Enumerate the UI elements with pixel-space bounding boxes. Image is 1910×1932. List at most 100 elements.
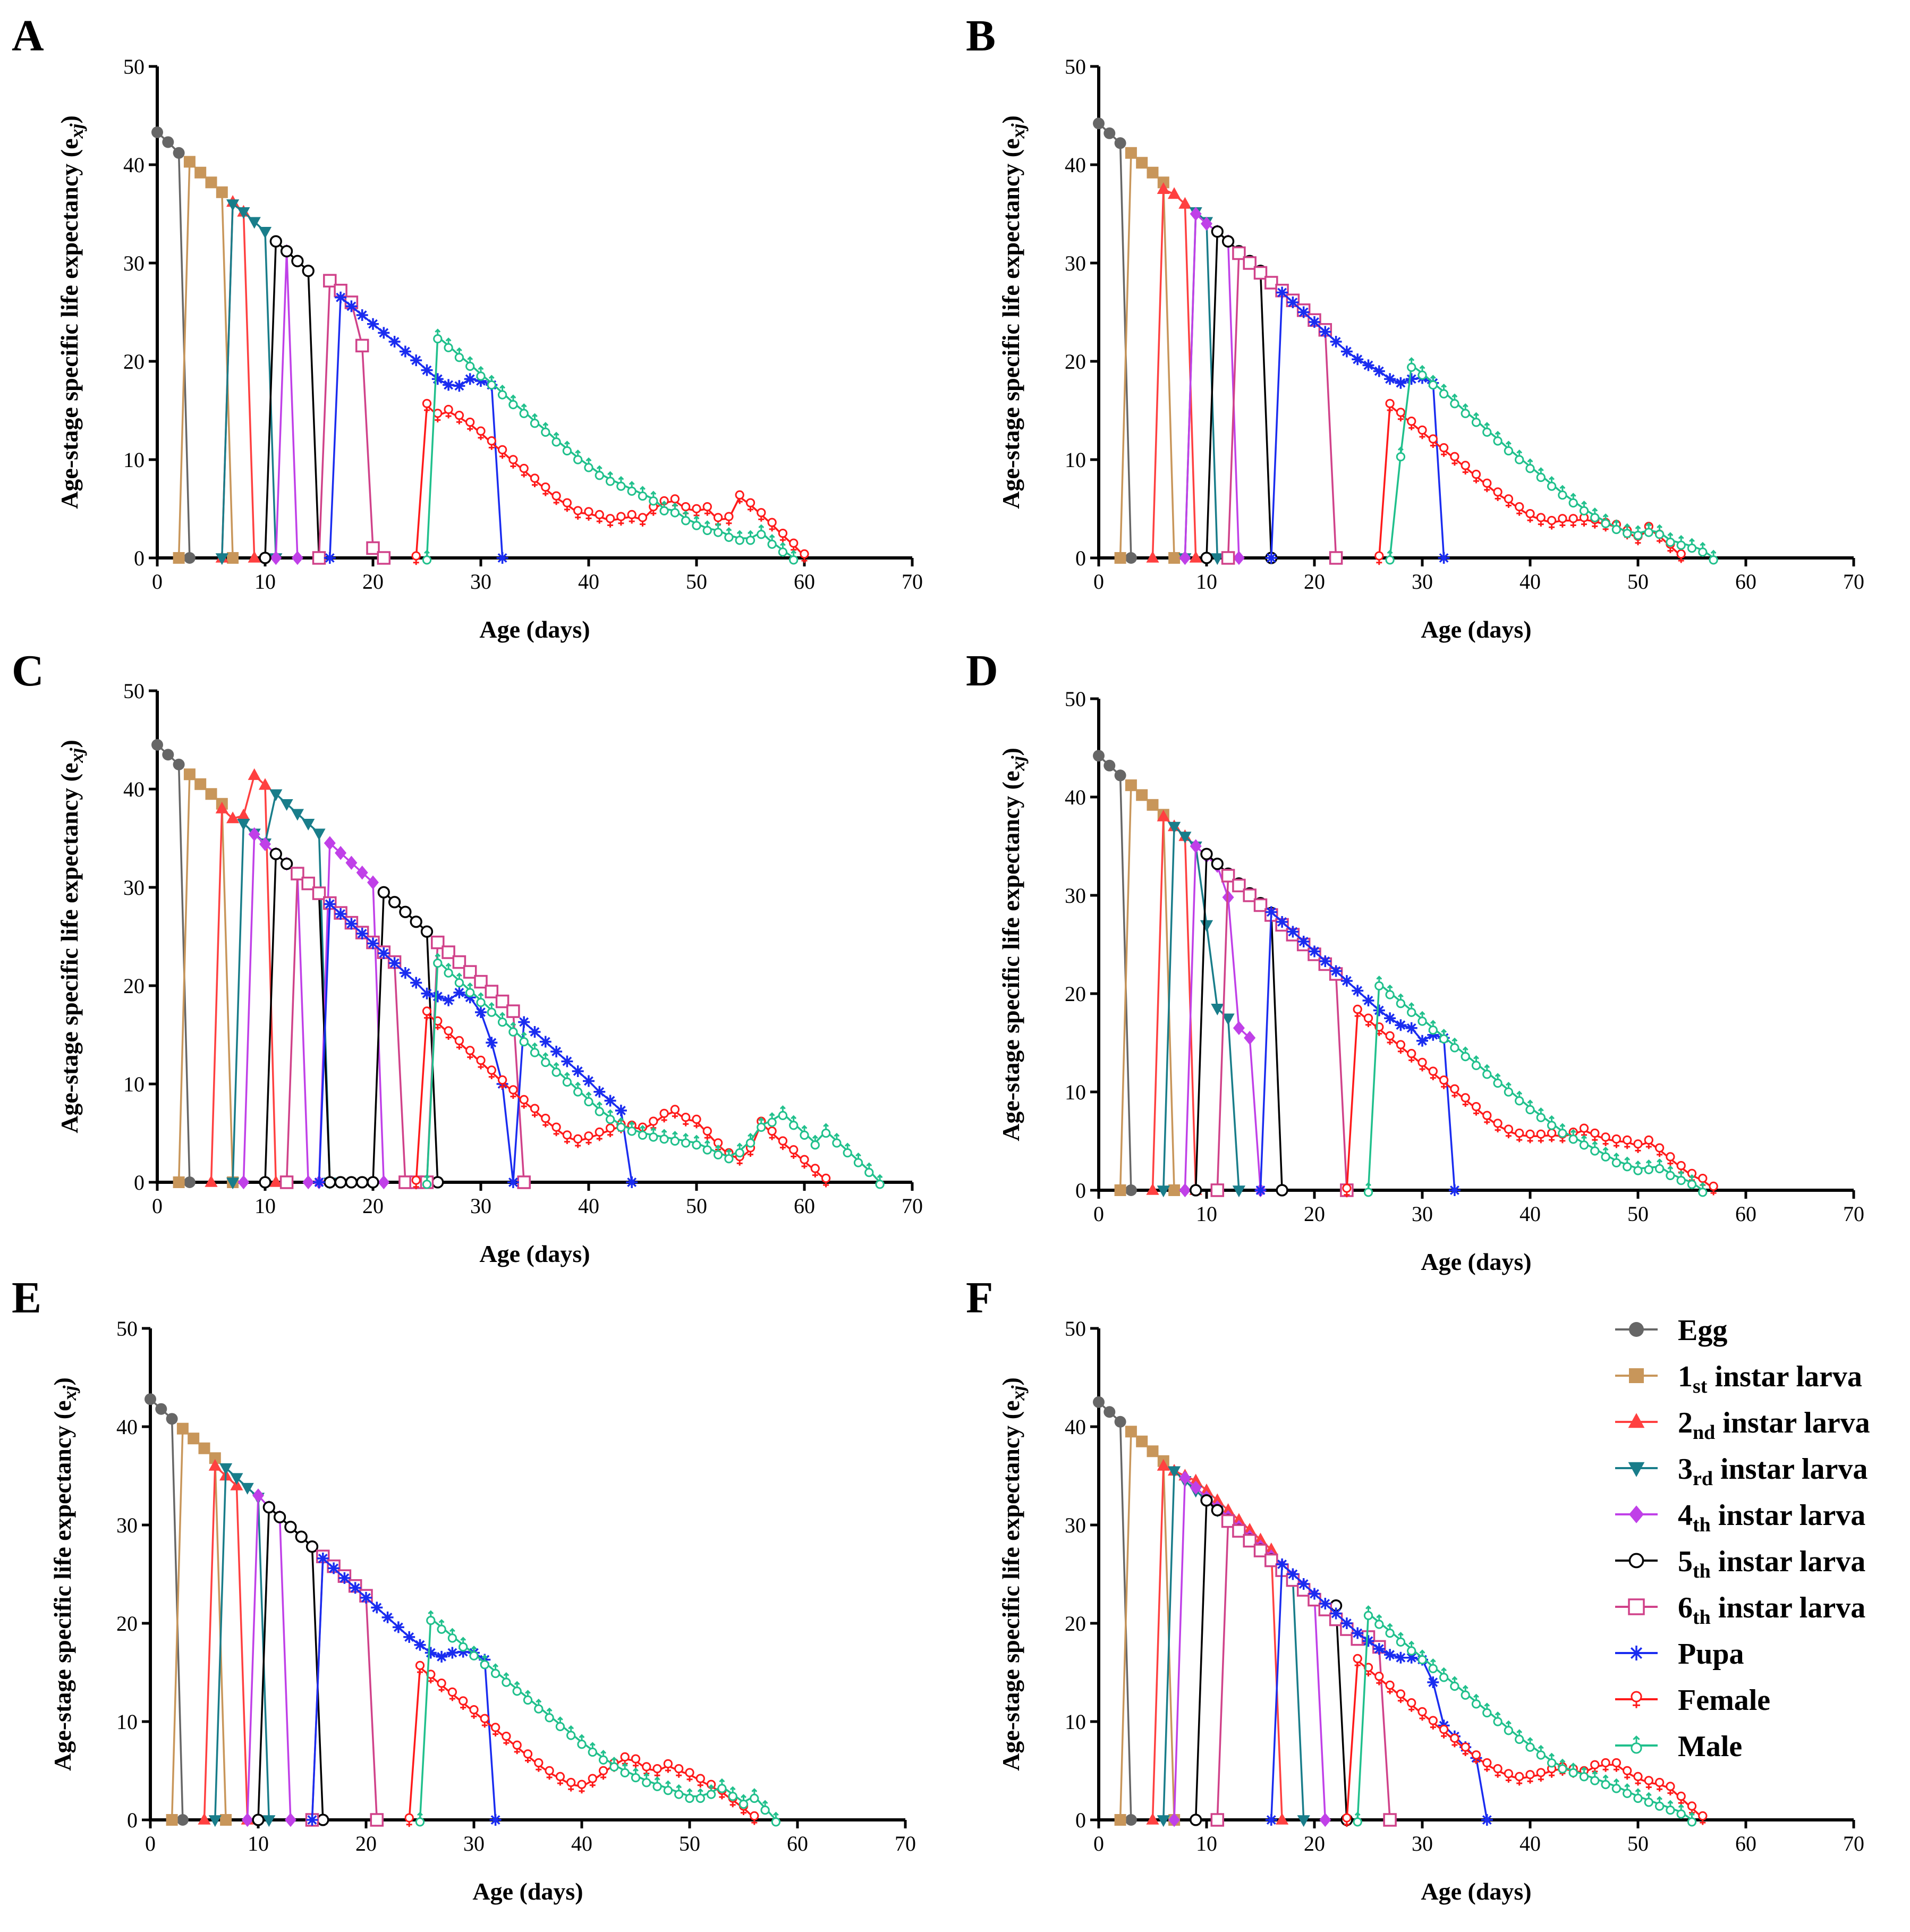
legend-label-suffix: instar larva — [1715, 1406, 1870, 1439]
female-point — [605, 1123, 615, 1138]
male-point — [853, 1152, 863, 1167]
female-point — [1623, 1135, 1632, 1149]
female-point — [433, 409, 443, 422]
female-point — [1601, 1758, 1610, 1772]
male-point — [1709, 549, 1718, 565]
l4-point — [324, 836, 336, 850]
legend-marker — [1629, 1505, 1644, 1523]
male-point — [1407, 357, 1416, 372]
pupa-point — [1309, 316, 1320, 328]
female-point — [1623, 1766, 1632, 1780]
female-point — [1482, 1111, 1492, 1125]
l4-point — [1244, 1031, 1256, 1045]
y-axis-title: Age-stage specific life expectancy (exj) — [997, 115, 1029, 509]
series-l5 — [259, 848, 444, 1189]
female-point — [1439, 1075, 1449, 1089]
female-point — [1428, 1716, 1438, 1730]
female-point — [1407, 1049, 1416, 1063]
l1-point — [205, 788, 217, 800]
x-tick-label: 10 — [248, 1832, 269, 1855]
male-point — [437, 1619, 446, 1634]
y-tick-label: 50 — [1065, 1317, 1086, 1341]
x-tick-label: 40 — [1519, 1832, 1541, 1855]
female-point — [487, 1065, 496, 1079]
male-point — [1363, 1182, 1373, 1197]
female-point — [695, 1774, 705, 1788]
male-point — [487, 1002, 496, 1017]
pupa-point — [1384, 373, 1396, 385]
female-point — [702, 502, 712, 516]
l1-point — [1136, 1435, 1148, 1447]
male-line — [419, 1616, 777, 1821]
female-point — [502, 1731, 511, 1745]
l2-point — [205, 1175, 218, 1187]
male-point — [760, 1800, 770, 1815]
male-point — [1687, 1811, 1697, 1827]
pupa-point — [1319, 1598, 1331, 1609]
x-tick-label: 30 — [1412, 1202, 1433, 1226]
x-tick-label: 30 — [1412, 1832, 1433, 1855]
male-point — [1633, 1160, 1643, 1175]
l4-point — [1190, 839, 1202, 853]
pupa-line — [329, 295, 504, 558]
l2-point — [1276, 1812, 1289, 1825]
pupa-point — [464, 992, 476, 1004]
series-l3 — [226, 789, 336, 1190]
l1-point — [1136, 789, 1148, 801]
female-line — [415, 1011, 827, 1183]
y-tick-label: 30 — [123, 251, 145, 275]
l5-point — [1211, 1504, 1224, 1516]
pupa-point — [388, 957, 401, 969]
male-point — [1601, 513, 1610, 529]
pupa-point — [431, 990, 444, 1003]
egg-point — [1093, 117, 1105, 130]
male-point — [659, 1129, 669, 1144]
y-tick-label: 10 — [116, 1710, 138, 1734]
l4-point — [252, 1488, 264, 1503]
l2-point — [1232, 1513, 1245, 1525]
l5-point — [356, 1176, 369, 1189]
male-point — [1525, 458, 1535, 473]
y-tick-label: 30 — [1065, 1513, 1086, 1537]
y-tick-label: 50 — [123, 679, 145, 703]
female-point — [1633, 1772, 1643, 1786]
female-point — [1342, 1183, 1352, 1198]
l2-point — [248, 550, 261, 563]
y-axis-title-end: ) — [49, 1377, 76, 1385]
x-tick-label: 50 — [686, 570, 707, 594]
panel-c: C 0 10 20 30 40 50 60 70 0 10 20 30 40 50 Age (days) Age… — [12, 646, 923, 1267]
l6-point — [377, 551, 391, 565]
l5-point — [377, 886, 390, 899]
male-point — [638, 1125, 648, 1140]
x-tick-label: 50 — [1627, 1202, 1649, 1226]
pupa-point — [335, 291, 347, 303]
panel-letter: E — [12, 1273, 41, 1323]
female-point — [1504, 494, 1514, 508]
series-pupa — [1265, 1558, 1493, 1826]
pupa-point — [604, 1095, 616, 1107]
female-point — [1396, 1040, 1406, 1054]
legend-marker — [1631, 1691, 1642, 1708]
x-tick-label: 10 — [1196, 1832, 1217, 1855]
y-tick-label: 10 — [1065, 1080, 1086, 1104]
y-tick-label: 30 — [1065, 884, 1086, 908]
egg-point — [1103, 759, 1116, 772]
female-point — [1417, 1707, 1427, 1721]
female-point — [465, 1046, 475, 1060]
y-tick-label: 20 — [123, 974, 145, 998]
egg-point — [1114, 1416, 1126, 1428]
x-tick-label: 40 — [1519, 570, 1541, 594]
male-point — [724, 527, 734, 542]
male-point — [695, 1788, 705, 1803]
l2-point — [208, 1459, 222, 1471]
y-tick-label: 20 — [116, 1612, 138, 1636]
female-point — [415, 1660, 425, 1675]
female-point — [1439, 1725, 1449, 1739]
panel-f: F 0 10 20 30 40 50 60 70 0 10 20 30 40 50 Age (days) Age… — [966, 1273, 1864, 1905]
l3-point — [258, 227, 272, 239]
y-tick-label: 40 — [116, 1415, 138, 1439]
l4-line — [1184, 211, 1240, 558]
male-point — [444, 962, 453, 978]
pupa-point — [324, 898, 336, 910]
female-point — [1709, 1181, 1718, 1196]
